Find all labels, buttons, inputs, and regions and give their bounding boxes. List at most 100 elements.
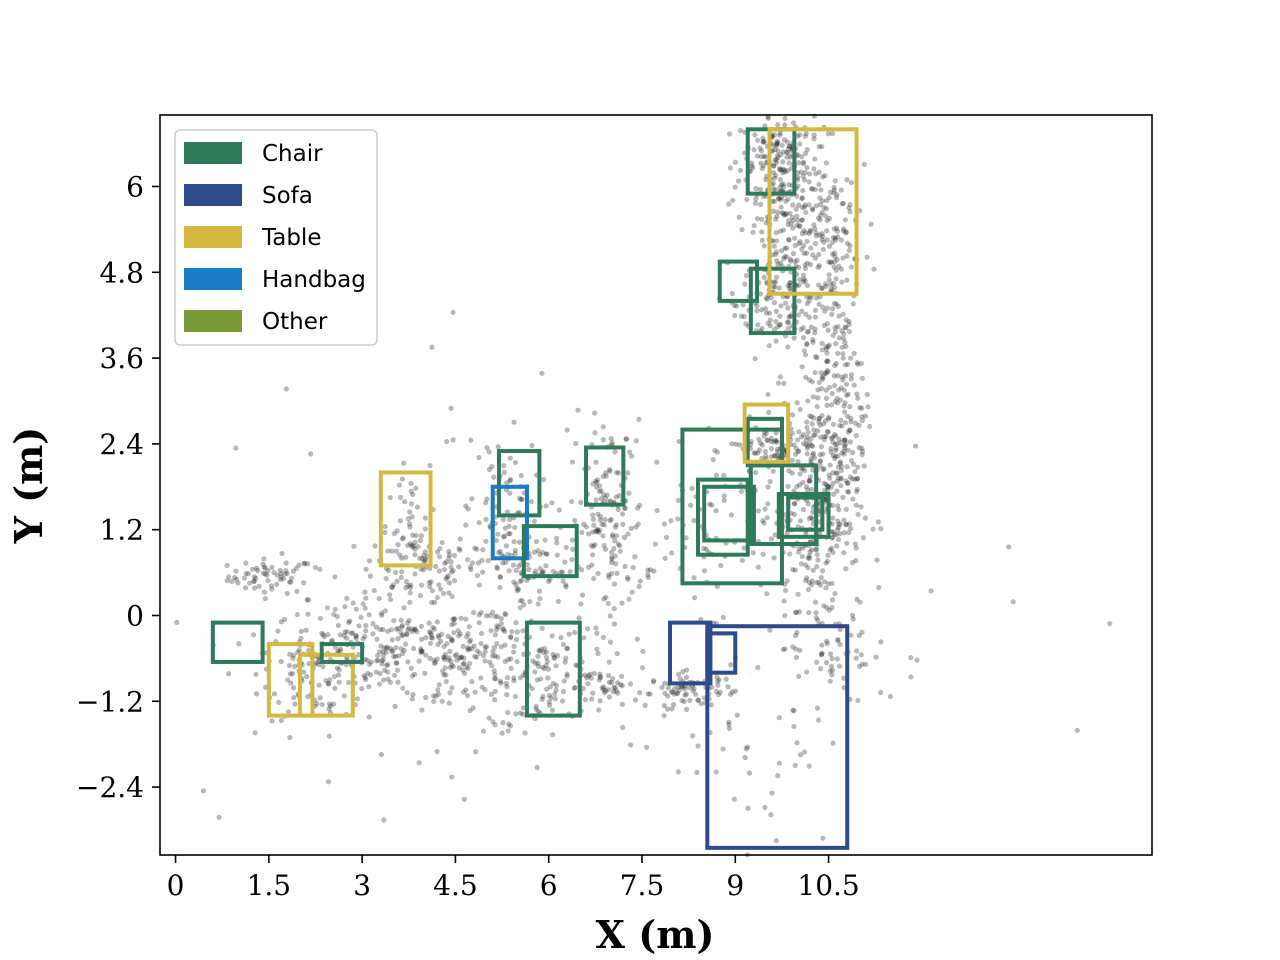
data-point xyxy=(612,538,618,544)
data-point xyxy=(862,515,869,521)
data-point xyxy=(772,532,778,538)
data-point xyxy=(390,648,396,654)
data-point xyxy=(632,697,639,703)
data-point xyxy=(830,332,836,339)
data-point xyxy=(842,217,849,223)
data-point xyxy=(382,667,388,673)
data-point xyxy=(608,516,614,523)
data-point xyxy=(829,390,835,397)
data-point xyxy=(778,196,784,203)
data-point xyxy=(849,476,855,482)
data-point xyxy=(627,742,634,748)
x-tick-label: 7.5 xyxy=(620,869,665,902)
data-point xyxy=(305,694,311,700)
data-point xyxy=(833,237,839,243)
data-point xyxy=(849,560,856,566)
data-point xyxy=(770,238,776,244)
data-point xyxy=(597,673,603,680)
data-point xyxy=(782,613,788,619)
data-point xyxy=(802,265,809,271)
data-point xyxy=(771,439,777,445)
data-point xyxy=(750,550,756,556)
data-point xyxy=(810,452,816,458)
data-point xyxy=(511,539,517,545)
data-point xyxy=(781,598,787,604)
data-point xyxy=(288,579,294,585)
data-point xyxy=(320,664,326,670)
data-point xyxy=(844,277,850,283)
data-point xyxy=(262,565,268,571)
data-point xyxy=(786,314,792,320)
data-point xyxy=(283,386,289,392)
data-point xyxy=(384,645,390,651)
data-point xyxy=(760,518,766,524)
data-point xyxy=(834,225,840,231)
data-point xyxy=(791,511,797,517)
data-point xyxy=(908,674,914,680)
data-point xyxy=(485,558,491,564)
data-point xyxy=(449,593,455,599)
data-point xyxy=(597,517,603,523)
data-point xyxy=(478,610,484,616)
data-point xyxy=(668,518,674,524)
data-point xyxy=(520,672,527,678)
data-point xyxy=(784,154,790,160)
data-point xyxy=(613,561,619,567)
data-point xyxy=(763,177,769,183)
data-point xyxy=(409,544,415,550)
data-point xyxy=(515,586,522,592)
data-point xyxy=(498,680,504,686)
data-point xyxy=(387,679,393,685)
data-point xyxy=(757,201,764,207)
data-point xyxy=(409,673,416,679)
data-point xyxy=(613,469,620,476)
data-point xyxy=(543,649,549,655)
data-point xyxy=(709,684,715,690)
data-point xyxy=(718,562,724,569)
data-point xyxy=(818,385,825,392)
data-point xyxy=(353,633,359,639)
data-point xyxy=(450,567,456,574)
data-point xyxy=(552,691,558,697)
data-point xyxy=(547,702,553,708)
data-point xyxy=(625,531,631,537)
data-point xyxy=(366,714,372,720)
data-point xyxy=(326,733,332,739)
data-point xyxy=(767,323,773,329)
data-point xyxy=(497,584,503,591)
data-point xyxy=(491,668,497,674)
data-point xyxy=(810,337,816,343)
data-point xyxy=(766,409,772,415)
data-point xyxy=(399,555,405,561)
data-point xyxy=(807,549,813,555)
data-point xyxy=(844,413,851,419)
data-point xyxy=(850,301,856,307)
data-point xyxy=(822,308,828,314)
data-point xyxy=(804,238,810,244)
data-point xyxy=(806,314,812,320)
data-point xyxy=(743,272,750,279)
data-point xyxy=(404,631,410,637)
data-point xyxy=(451,578,458,584)
data-point xyxy=(828,484,834,490)
data-point xyxy=(842,420,849,426)
data-point xyxy=(812,240,819,247)
data-point xyxy=(812,226,818,232)
data-point xyxy=(216,814,222,820)
data-point xyxy=(783,587,789,594)
data-point xyxy=(472,653,478,660)
data-point xyxy=(578,601,584,607)
data-point xyxy=(449,685,455,691)
data-point xyxy=(713,769,719,775)
data-point xyxy=(393,548,400,554)
data-point xyxy=(818,575,824,581)
data-point xyxy=(408,582,414,588)
data-point xyxy=(401,647,407,654)
data-point xyxy=(834,543,840,549)
data-point xyxy=(417,555,423,561)
data-point xyxy=(559,698,566,704)
data-point xyxy=(579,529,585,535)
data-point xyxy=(736,178,742,184)
data-point xyxy=(572,517,578,524)
data-point xyxy=(778,303,784,309)
